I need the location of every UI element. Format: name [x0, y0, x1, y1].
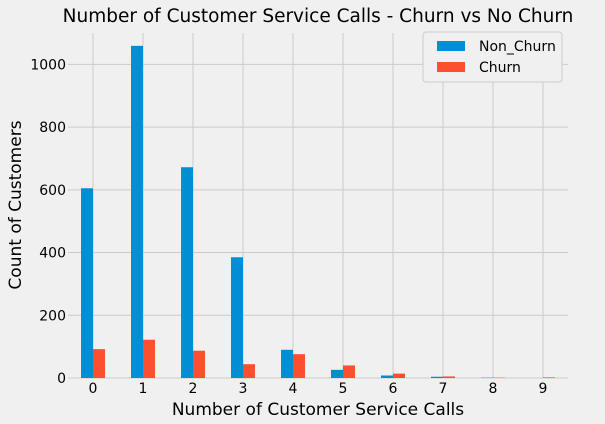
- bar-churn: [193, 350, 205, 378]
- bar-non-churn: [231, 257, 243, 378]
- x-tick-label: 9: [539, 381, 548, 397]
- y-tick-label: 0: [57, 371, 66, 387]
- y-tick-label: 200: [39, 308, 66, 324]
- y-tick-label: 600: [39, 183, 66, 199]
- x-tick-labels: 0 1 2 3 4 5 6 7 8 9: [89, 381, 548, 397]
- x-tick-label: 4: [289, 381, 298, 397]
- bar-churn: [443, 376, 455, 378]
- bar-churn: [293, 354, 305, 378]
- y-tick-label: 800: [39, 120, 66, 136]
- bar-non-churn: [281, 349, 293, 378]
- bar-non-churn: [131, 45, 143, 378]
- x-tick-label: 1: [139, 381, 148, 397]
- bar-churn: [343, 365, 355, 378]
- x-axis-label: Number of Customer Service Calls: [172, 400, 464, 420]
- legend-label-non-churn: Non_Churn: [479, 39, 556, 55]
- x-tick-label: 0: [89, 381, 98, 397]
- bar-churn: [543, 377, 555, 378]
- y-tick-label: 400: [39, 246, 66, 262]
- legend-label-churn: Churn: [479, 60, 521, 76]
- chart-title: Number of Customer Service Calls - Churn…: [63, 6, 574, 27]
- x-tick-label: 5: [339, 381, 348, 397]
- x-tick-label: 2: [189, 381, 198, 397]
- x-tick-label: 3: [239, 381, 248, 397]
- plot-area: [68, 33, 568, 378]
- bar-churn: [243, 364, 255, 378]
- y-tick-label: 1000: [30, 57, 66, 73]
- y-axis-label: Count of Customers: [6, 120, 26, 289]
- x-tick-label: 6: [389, 381, 398, 397]
- legend-swatch-churn: [437, 62, 465, 72]
- bar-non-churn: [181, 167, 193, 378]
- x-tick-label: 8: [489, 381, 498, 397]
- bars: [81, 45, 555, 378]
- bar-churn: [93, 349, 105, 378]
- bar-churn: [143, 339, 155, 378]
- x-tick-label: 7: [439, 381, 448, 397]
- bar-churn: [393, 373, 405, 378]
- bar-non-churn: [381, 375, 393, 378]
- legend-swatch-non-churn: [437, 41, 465, 51]
- legend: Non_Churn Churn: [422, 31, 563, 83]
- bar-non-churn: [81, 188, 93, 378]
- bar-non-churn: [331, 369, 343, 378]
- bar-non-churn: [431, 376, 443, 378]
- y-tick-labels: 0 200 400 600 800 1000: [30, 57, 66, 387]
